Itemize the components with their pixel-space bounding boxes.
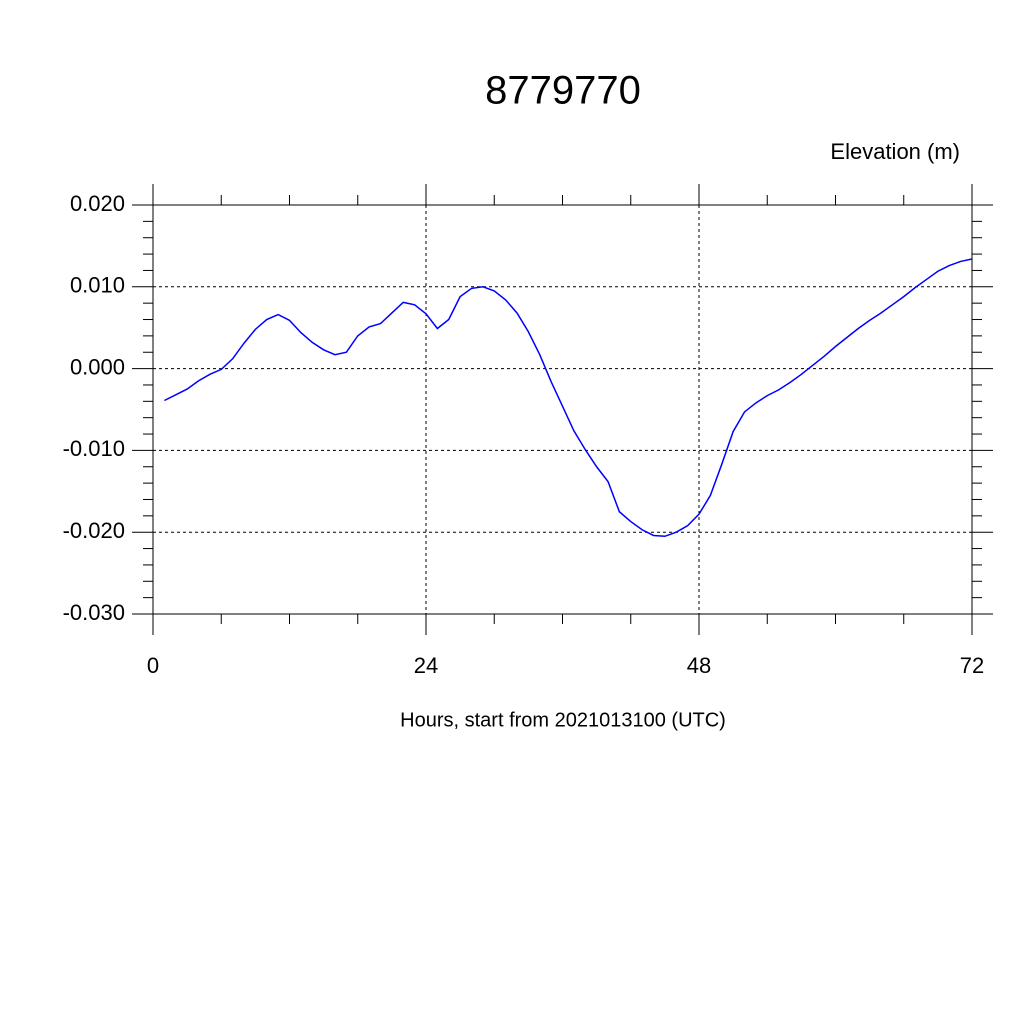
x-tick-label: 48 xyxy=(687,653,711,678)
y-axis-label: Elevation (m) xyxy=(830,139,960,164)
y-tick-label: -0.030 xyxy=(63,600,125,625)
y-tick-label: -0.020 xyxy=(63,518,125,543)
x-tick-label: 0 xyxy=(147,653,159,678)
data-line xyxy=(164,258,973,538)
y-tick-label: 0.010 xyxy=(70,273,125,298)
y-tick-label: 0.020 xyxy=(70,191,125,216)
x-tick-label: 72 xyxy=(960,653,984,678)
x-tick-label: 24 xyxy=(414,653,438,678)
y-tick-label: 0.000 xyxy=(70,354,125,379)
plot-frame xyxy=(152,204,973,615)
chart-title: 8779770 xyxy=(485,69,641,113)
x-axis-label: Hours, start from 2021013100 (UTC) xyxy=(400,709,726,731)
y-tick-label: -0.010 xyxy=(63,436,125,461)
